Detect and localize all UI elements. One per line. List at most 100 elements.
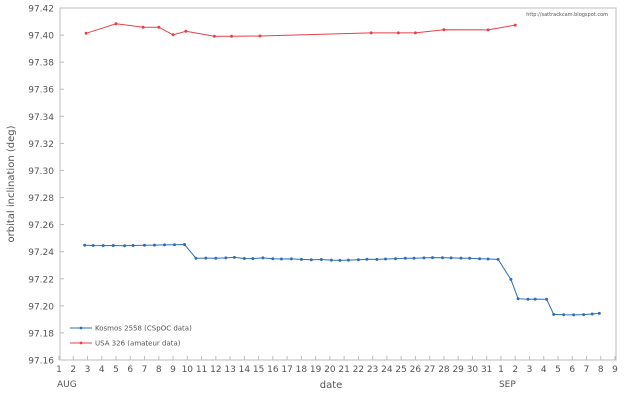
data-point-usa326	[513, 23, 517, 27]
data-point-kosmos	[319, 258, 323, 261]
x-tick-label: 18	[296, 365, 308, 375]
x-tick-label: 28	[438, 365, 450, 375]
x-tick-label: 2	[512, 365, 518, 375]
data-point-kosmos	[131, 244, 135, 247]
data-point-kosmos	[309, 258, 313, 262]
x-tick-label: 6	[127, 365, 133, 375]
data-point-kosmos	[384, 257, 387, 261]
data-point-kosmos	[572, 313, 576, 317]
y-tick-label: 97.38	[28, 59, 54, 69]
y-tick-label: 97.26	[28, 221, 54, 231]
y-tick-label: 97.16	[28, 357, 54, 367]
x-tick-label: 14	[239, 365, 251, 375]
y-axis: 97.16 97.18 97.20 97.22 97.24 97.26 97.28 97.30…	[28, 5, 64, 367]
x-axis: 1 2 3 4 5 6 7 8 9 10 11 12 13 14 15 16 17 18 19 20 21 22 23 24 2…	[56, 356, 618, 390]
x-tick-label: 12	[210, 365, 221, 375]
data-point-kosmos	[356, 258, 360, 262]
data-point-usa326	[413, 31, 417, 35]
data-point-kosmos	[562, 313, 566, 317]
x-tick-label: 29	[452, 365, 464, 375]
x-tick-label: 9	[170, 365, 176, 375]
y-tick-label: 97.30	[28, 167, 54, 177]
data-point-kosmos	[279, 257, 283, 261]
data-point-kosmos	[83, 243, 87, 247]
data-point-usa326	[114, 22, 118, 26]
data-point-kosmos	[163, 243, 166, 247]
x-tick-label: 20	[324, 365, 336, 375]
data-point-kosmos	[365, 257, 369, 261]
legend-marker-usa326	[79, 341, 83, 345]
x-tick-label: 11	[196, 365, 207, 375]
x-tick-label: 1	[498, 365, 504, 375]
y-tick-label: 97.24	[28, 248, 54, 258]
x-tick-label: 4	[541, 365, 547, 375]
data-point-kosmos	[449, 256, 453, 260]
data-point-kosmos	[289, 257, 293, 261]
x-axis-label: date	[320, 380, 343, 391]
data-point-kosmos	[271, 257, 275, 261]
x-tick-label: 15	[253, 365, 264, 375]
y-tick-label: 97.40	[28, 32, 54, 42]
legend-label-kosmos: Kosmos 2558 (CSpOC data)	[95, 325, 192, 333]
y-tick-label: 97.36	[28, 86, 54, 96]
data-point-kosmos	[123, 244, 127, 248]
x-tick-label: 22	[353, 365, 364, 375]
x-tick-label: 1	[56, 365, 62, 375]
data-point-kosmos	[204, 256, 208, 260]
data-point-usa326	[184, 29, 188, 33]
legend-item-kosmos: Kosmos 2558 (CSpOC data)	[70, 325, 192, 333]
y-tick-label: 97.34	[28, 113, 54, 123]
x-tick-label: 4	[99, 365, 105, 375]
data-point-kosmos	[478, 257, 482, 261]
data-point-kosmos	[509, 277, 513, 281]
x-tick-label: 19	[310, 365, 322, 375]
x-tick-label: 27	[424, 365, 435, 375]
data-point-usa326	[369, 31, 373, 35]
data-point-kosmos	[403, 256, 407, 260]
data-point-usa326	[84, 31, 88, 35]
series-line-kosmos	[84, 243, 600, 316]
x-tick-label: 31	[481, 365, 492, 375]
data-point-kosmos	[412, 256, 416, 260]
x-tick-label: 3	[85, 365, 91, 375]
data-point-usa326	[258, 34, 262, 38]
data-point-kosmos	[431, 256, 434, 260]
data-point-usa326	[171, 33, 175, 37]
x-tick-label: 23	[367, 365, 378, 375]
data-point-kosmos	[194, 256, 198, 260]
x-tick-label: 5	[113, 365, 119, 375]
data-point-kosmos	[441, 256, 444, 260]
y-axis-label: orbital inclination (deg)	[6, 125, 17, 242]
data-point-kosmos	[346, 258, 350, 262]
y-tick-label: 97.42	[28, 5, 54, 15]
data-point-kosmos	[422, 256, 426, 260]
data-point-kosmos	[214, 256, 218, 260]
x-tick-label: 10	[182, 365, 194, 375]
legend-marker-kosmos	[79, 326, 83, 330]
y-tick-label: 97.22	[28, 275, 54, 285]
data-point-kosmos	[101, 244, 105, 248]
data-point-kosmos	[394, 257, 397, 261]
watermark-text: http://sattrackcam.blogspot.com	[526, 12, 608, 18]
x-tick-label: 8	[598, 365, 604, 375]
data-point-kosmos	[375, 257, 379, 261]
data-point-kosmos	[261, 256, 265, 260]
data-point-kosmos	[232, 255, 236, 259]
data-point-kosmos	[552, 312, 556, 316]
data-point-kosmos	[459, 256, 463, 260]
data-point-kosmos	[496, 257, 500, 261]
data-point-kosmos	[597, 311, 601, 315]
legend-item-usa326: USA 326 (amateur data)	[70, 340, 181, 348]
data-point-usa326	[141, 25, 145, 29]
data-point-kosmos	[173, 243, 176, 247]
data-point-kosmos	[251, 257, 255, 261]
x-tick-label: 7	[584, 365, 590, 375]
data-point-kosmos	[468, 256, 472, 260]
data-point-kosmos	[545, 297, 549, 301]
x-tick-label: 30	[467, 365, 479, 375]
x-tick-label: 25	[395, 365, 406, 375]
data-point-kosmos	[242, 257, 246, 260]
data-point-kosmos	[183, 243, 186, 246]
data-point-kosmos	[486, 257, 490, 261]
